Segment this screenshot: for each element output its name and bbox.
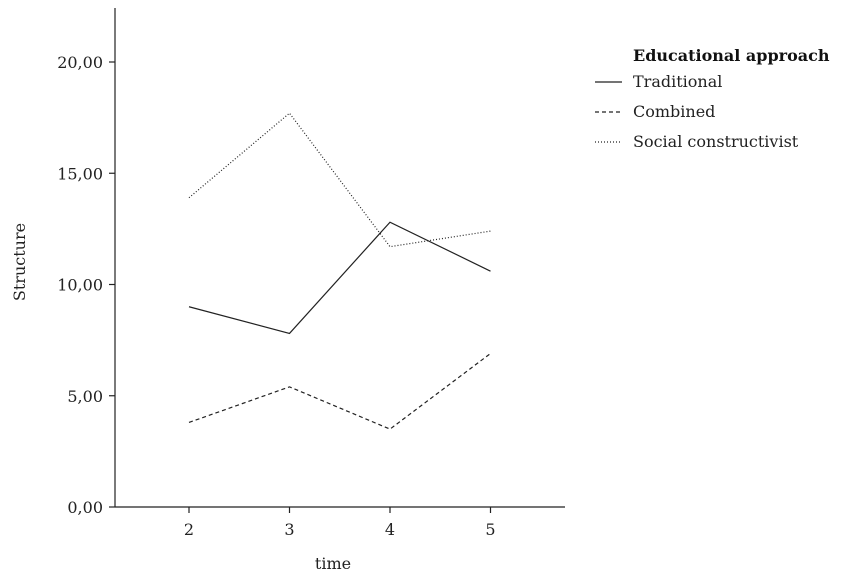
legend-label: Social constructivist <box>633 132 799 151</box>
series-line-social-constructivist <box>188 112 491 248</box>
y-axis-title: Structure <box>10 223 29 301</box>
y-tick-label: 20,00 <box>57 53 103 72</box>
y-tick-label: 0,00 <box>67 498 103 517</box>
series-line-traditional <box>188 221 491 335</box>
x-tick-label: 3 <box>284 520 294 539</box>
y-tick-label: 15,00 <box>57 164 103 183</box>
series-line-combined <box>188 352 491 430</box>
legend-items: Traditional Combined Social constructivist <box>595 72 799 151</box>
series-layer <box>188 112 491 430</box>
legend-title: Educational approach <box>633 46 830 65</box>
legend-label: Traditional <box>633 72 722 91</box>
x-tick-label: 5 <box>485 520 495 539</box>
x-axis-title: time <box>315 554 351 573</box>
y-tick-label: 5,00 <box>67 387 103 406</box>
x-tick-label: 4 <box>385 520 395 539</box>
x-tick-label: 2 <box>184 520 194 539</box>
axes <box>114 8 565 508</box>
y-tick-label: 10,00 <box>57 276 103 295</box>
legend: Educational approach Traditional Combined… <box>595 46 830 151</box>
y-ticks: 0,00 5,00 10,00 15,00 20,00 <box>57 53 115 517</box>
legend-label: Combined <box>633 102 715 121</box>
x-ticks: 2 3 4 5 <box>184 507 496 539</box>
